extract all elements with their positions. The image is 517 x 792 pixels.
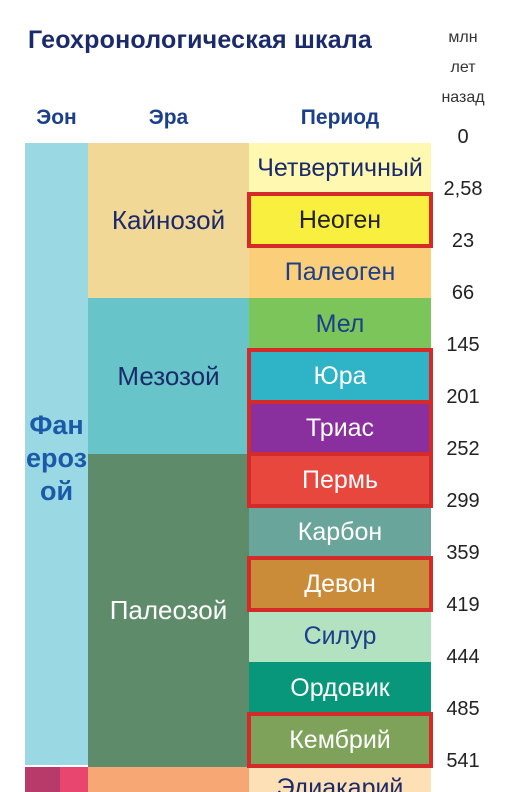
period-8: Карбон (249, 506, 431, 558)
period-7: Пермь (247, 452, 433, 508)
period-12: Кембрий (247, 712, 433, 768)
header-era: Эра (148, 106, 189, 129)
period-11: Ордовик (249, 662, 431, 714)
period-5: Юра (247, 348, 433, 404)
header-period: Период (300, 106, 380, 129)
period-9: Девон (247, 556, 433, 612)
age-label: 2,58 (443, 178, 483, 200)
age-label: 359 (446, 542, 480, 564)
eon-phanerozoic (25, 143, 88, 765)
period-10: Силур (249, 610, 431, 662)
period-1: Четвертичный (249, 143, 431, 194)
period-13: Эдиакарий (249, 766, 431, 792)
age-label: 485 (446, 698, 480, 720)
age-label: 299 (446, 490, 480, 512)
period-2: Неоген (247, 192, 433, 248)
age-label: 23 (451, 230, 475, 252)
era-1: Кайнозой (88, 143, 249, 298)
age-label: 252 (446, 438, 480, 460)
bottom-strip-era (88, 767, 249, 792)
period-3: Палеоген (249, 246, 431, 298)
age-label: 0 (457, 126, 469, 148)
units-line-1: млн (448, 29, 478, 46)
units-line-3: назад (441, 89, 485, 106)
bottom-strip-eon-1 (25, 767, 60, 792)
era-3: Палеозой (88, 454, 249, 767)
age-label: 201 (446, 386, 480, 408)
age-label: 66 (451, 282, 475, 304)
page-title: Геохронологическая шкала (28, 26, 373, 54)
era-2: Мезозой (88, 298, 249, 454)
age-label: 541 (446, 750, 480, 772)
units-label: млн лет назад (432, 28, 494, 108)
header-eon: Эон (36, 106, 77, 129)
age-label: 419 (446, 594, 480, 616)
age-label: 145 (446, 334, 480, 356)
eon-label: Фанерозой (25, 409, 88, 506)
units-line-2: лет (450, 59, 476, 76)
bottom-strip-eon-2 (60, 767, 88, 792)
age-label: 444 (446, 646, 480, 668)
period-6: Триас (247, 400, 433, 456)
period-4: Мел (249, 298, 431, 350)
